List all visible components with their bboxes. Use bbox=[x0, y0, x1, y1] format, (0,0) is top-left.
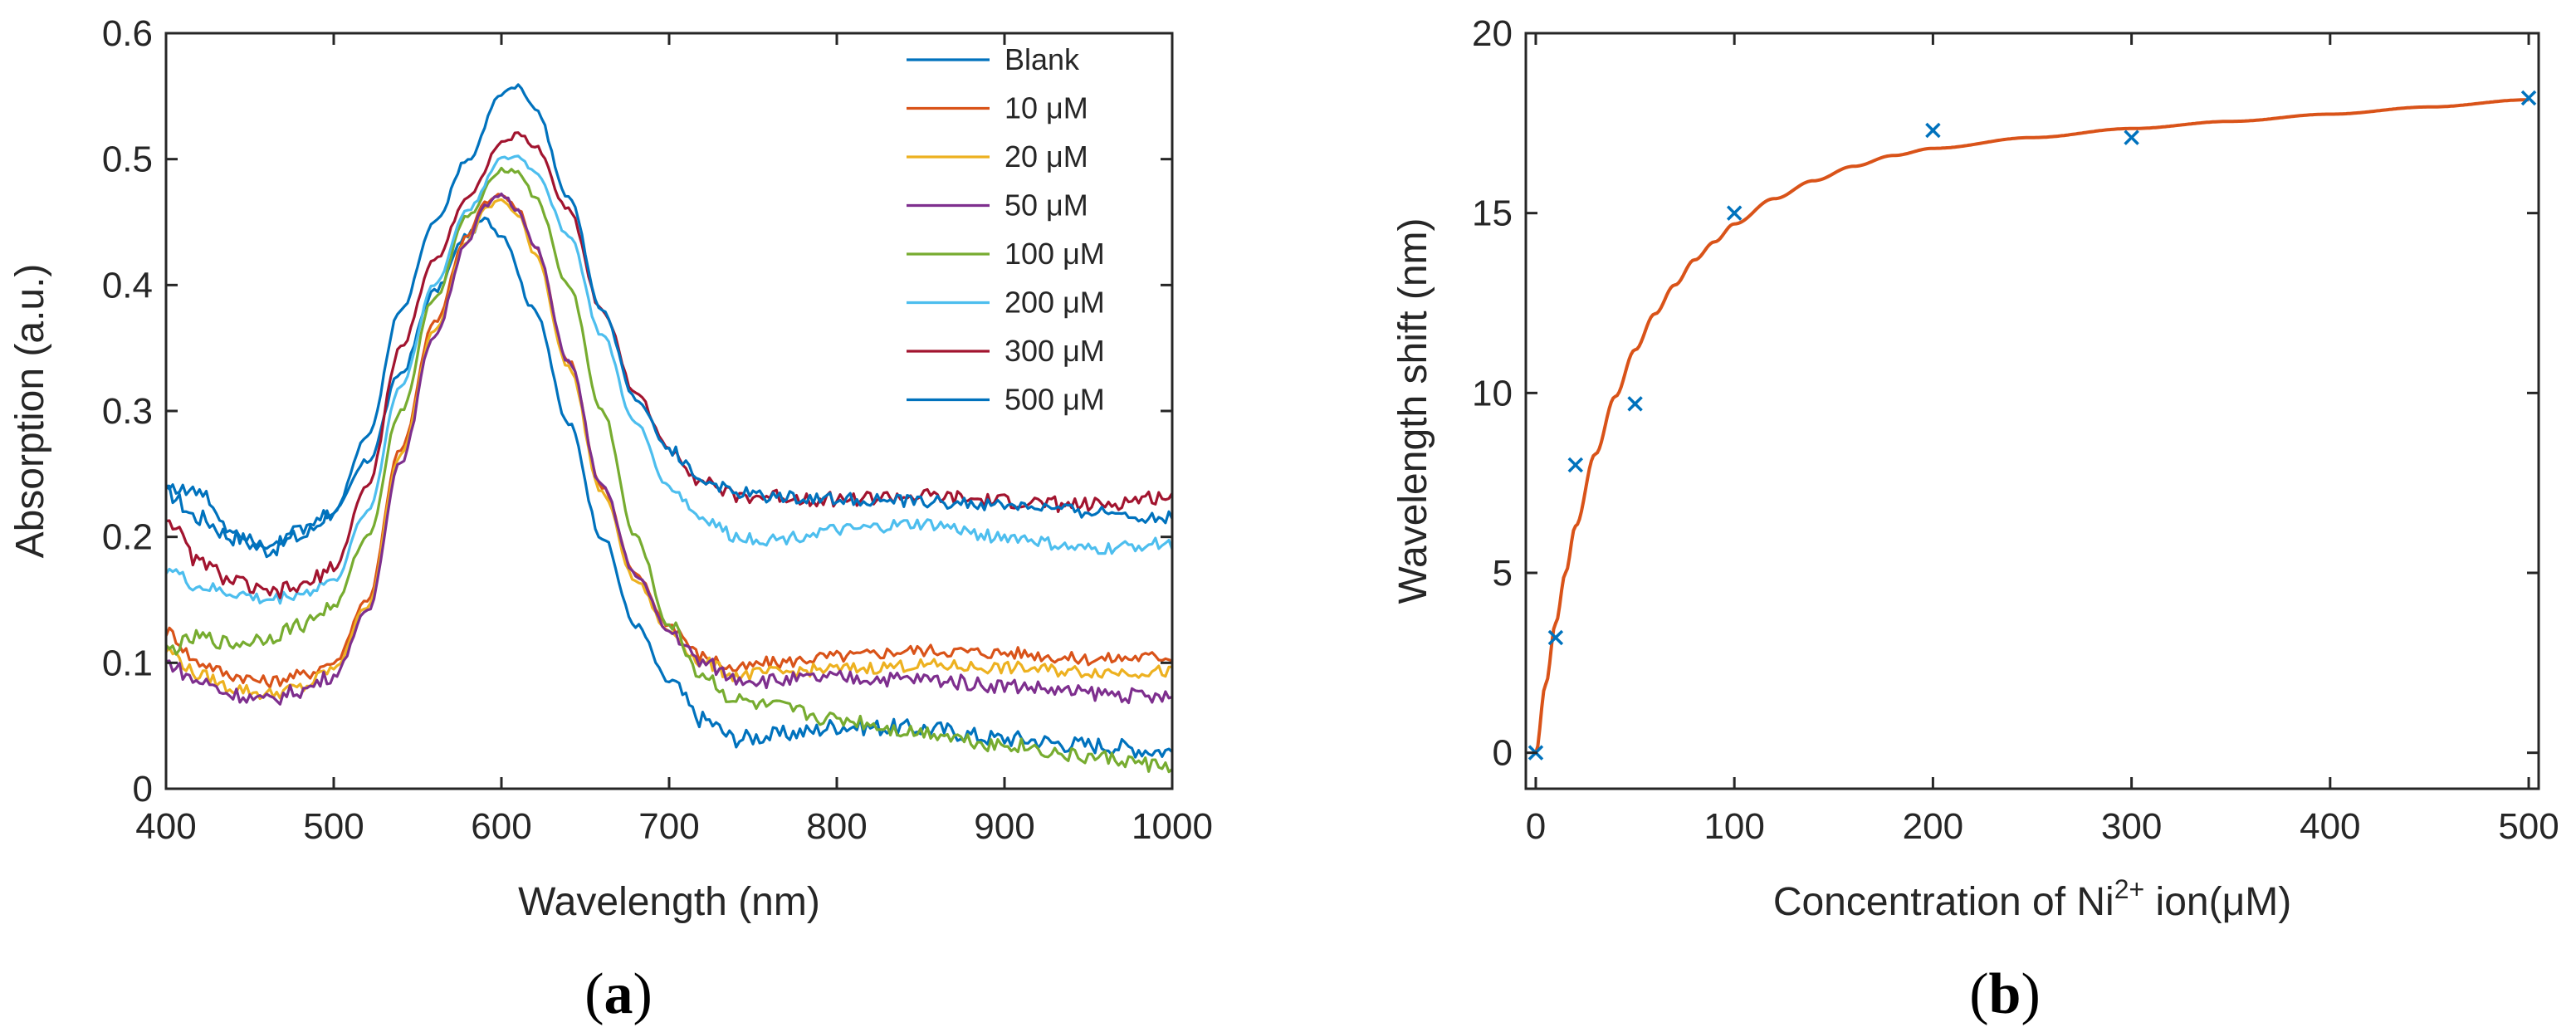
series-line-7 bbox=[164, 83, 1174, 550]
panel-a-label-close: ) bbox=[633, 962, 653, 1026]
y-tick-label: 0.4 bbox=[102, 265, 153, 306]
y-tick-label: 15 bbox=[1472, 193, 1513, 234]
data-point bbox=[2124, 130, 2139, 145]
panel-a-y-axis-title: Absorption (a.u.) bbox=[8, 264, 52, 559]
series-line-5 bbox=[164, 154, 1174, 605]
legend-label: 300 μM bbox=[1004, 334, 1105, 368]
data-point bbox=[1547, 629, 1564, 646]
panel-b-label-letter: b bbox=[1989, 962, 2021, 1026]
panel-b-x-axis-title-superscript: 2+ bbox=[2114, 874, 2144, 904]
legend-label: 500 μM bbox=[1004, 383, 1105, 417]
data-point bbox=[2520, 90, 2537, 106]
legend-label: 10 μM bbox=[1004, 91, 1088, 125]
x-tick-label: 1000 bbox=[1132, 806, 1213, 847]
y-tick-label: 5 bbox=[1493, 553, 1513, 594]
x-tick-label: 900 bbox=[974, 806, 1034, 847]
panel-b-label-open: ( bbox=[1969, 962, 1988, 1026]
panel-b-x-axis-title-suffix: ion(μM) bbox=[2144, 880, 2291, 924]
y-tick-label: 0.3 bbox=[102, 391, 153, 432]
panel-a-legend: Blank 10 μM 20 μM 50 μM 100 μM 200 μM 300 μM 50… bbox=[907, 42, 1105, 417]
panel-a-label-open: ( bbox=[584, 962, 604, 1026]
data-point bbox=[1567, 457, 1584, 473]
series-line-3 bbox=[165, 192, 1173, 706]
y-tick-label: 0.6 bbox=[102, 13, 153, 54]
x-tick-label: 600 bbox=[471, 806, 531, 847]
panel-b-plot-frame bbox=[1524, 32, 2540, 790]
legend-label: 50 μM bbox=[1004, 188, 1088, 223]
legend-label: 20 μM bbox=[1004, 139, 1088, 174]
x-tick-label: 800 bbox=[806, 806, 867, 847]
panel-b-x-axis-title: Concentration of Ni2+ ion(μM) bbox=[1773, 874, 2291, 924]
panel-a-x-axis-title: Wavelength (nm) bbox=[518, 880, 820, 924]
y-tick-label: 0.2 bbox=[102, 517, 153, 558]
x-tick-label: 100 bbox=[1703, 806, 1764, 847]
x-tick-label: 0 bbox=[1526, 806, 1546, 847]
x-tick-label: 700 bbox=[638, 806, 699, 847]
y-tick-label: 0.5 bbox=[102, 139, 153, 180]
y-tick-label: 10 bbox=[1472, 373, 1513, 413]
legend-label: 100 μM bbox=[1004, 237, 1105, 271]
x-tick-label: 300 bbox=[2101, 806, 2162, 847]
x-tick-label: 200 bbox=[1903, 806, 1963, 847]
panel-b-y-axis-title: Wavelength shift (nm) bbox=[1391, 218, 1435, 604]
panel-b-x-axis-title-prefix: Concentration of Ni bbox=[1773, 880, 2114, 924]
panel-b-label: (b) bbox=[1969, 962, 2041, 1026]
panel-b-ticks: 0 100 200 300 400 500 0 5 10 15 20 bbox=[1472, 13, 2559, 847]
panel-a-label-letter: a bbox=[604, 962, 633, 1026]
panel-b-wavelength-shift-chart: 0 100 200 300 400 500 0 5 10 15 20 Concentration o… bbox=[1391, 13, 2559, 1026]
y-tick-label: 0 bbox=[133, 769, 153, 809]
legend-label: 200 μM bbox=[1004, 286, 1105, 320]
panel-b-fit-curve bbox=[1534, 98, 2529, 754]
panel-a-label: (a) bbox=[584, 962, 653, 1026]
panel-b-label-close: ) bbox=[2021, 962, 2040, 1026]
y-tick-label: 20 bbox=[1472, 13, 1513, 54]
data-point bbox=[1627, 396, 1643, 412]
legend-label: Blank bbox=[1004, 42, 1080, 76]
x-tick-label: 400 bbox=[135, 806, 196, 847]
y-tick-label: 0 bbox=[1493, 733, 1513, 774]
panel-a-series-lines bbox=[164, 83, 1174, 774]
data-point bbox=[1726, 205, 1743, 221]
panel-b-data-points bbox=[1528, 90, 2537, 761]
panel-a-ticks: 400 500 600 700 800 900 1000 0 0.1 0.2 0.3 0.4 0.5 0.… bbox=[102, 13, 1213, 847]
x-tick-label: 400 bbox=[2300, 806, 2360, 847]
panel-a-absorption-chart: 400 500 600 700 800 900 1000 0 0.1 0.2 0.3 0.4 0.5 0.… bbox=[8, 13, 1213, 1026]
series-line-4 bbox=[164, 166, 1173, 774]
x-tick-label: 500 bbox=[2498, 806, 2559, 847]
data-point bbox=[1925, 122, 1941, 139]
x-tick-label: 500 bbox=[303, 806, 364, 847]
y-tick-label: 0.1 bbox=[102, 643, 153, 683]
